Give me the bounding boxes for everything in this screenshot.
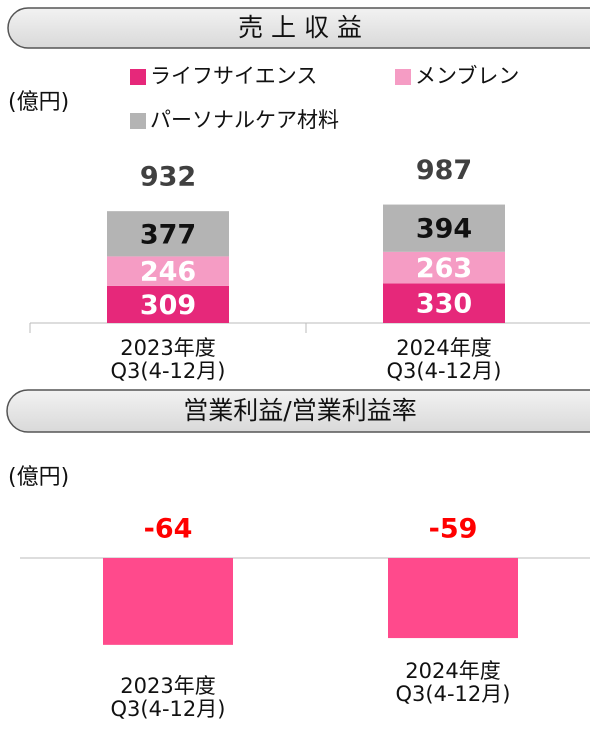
x-tick-label: 2023年度 Q3(4-12月) xyxy=(110,336,226,383)
data-label: 246 xyxy=(140,257,196,288)
bar-segment xyxy=(383,204,505,252)
legend-swatch xyxy=(130,69,146,85)
bar-segment xyxy=(107,256,229,286)
bar-segment xyxy=(107,211,229,257)
unit-label: (億円) xyxy=(8,465,69,490)
data-label: 263 xyxy=(416,253,472,284)
x-tick-label: 2024年度 Q3(4-12月) xyxy=(395,659,511,706)
data-label: 394 xyxy=(416,214,472,245)
chart-title: 営業利益/営業利益率 xyxy=(183,396,416,425)
data-label: -59 xyxy=(429,514,478,545)
legend-label: ライフサイエンス xyxy=(150,64,317,88)
data-label: 309 xyxy=(140,290,196,321)
unit-label: (億円) xyxy=(8,90,69,115)
title-banner xyxy=(7,7,590,49)
legend-label: メンブレン xyxy=(415,64,519,88)
bar-segment xyxy=(383,251,505,284)
bar xyxy=(388,558,518,639)
bar-segment xyxy=(383,283,505,323)
data-label: 330 xyxy=(416,289,472,320)
total-label: 987 xyxy=(416,155,472,186)
title-banner xyxy=(6,389,590,433)
total-label: 932 xyxy=(140,162,196,193)
data-label: 377 xyxy=(140,219,196,250)
chart-title: 売 上 収 益 xyxy=(238,13,362,42)
x-tick-label: 2023年度 Q3(4-12月) xyxy=(110,674,226,721)
bar xyxy=(103,558,233,645)
x-tick-label: 2024年度 Q3(4-12月) xyxy=(386,336,502,383)
legend-swatch xyxy=(130,113,146,129)
data-label: -64 xyxy=(144,514,193,545)
legend-label: パーソナルケア材料 xyxy=(150,108,339,132)
bar-segment xyxy=(107,285,229,323)
legend-swatch xyxy=(395,69,411,85)
